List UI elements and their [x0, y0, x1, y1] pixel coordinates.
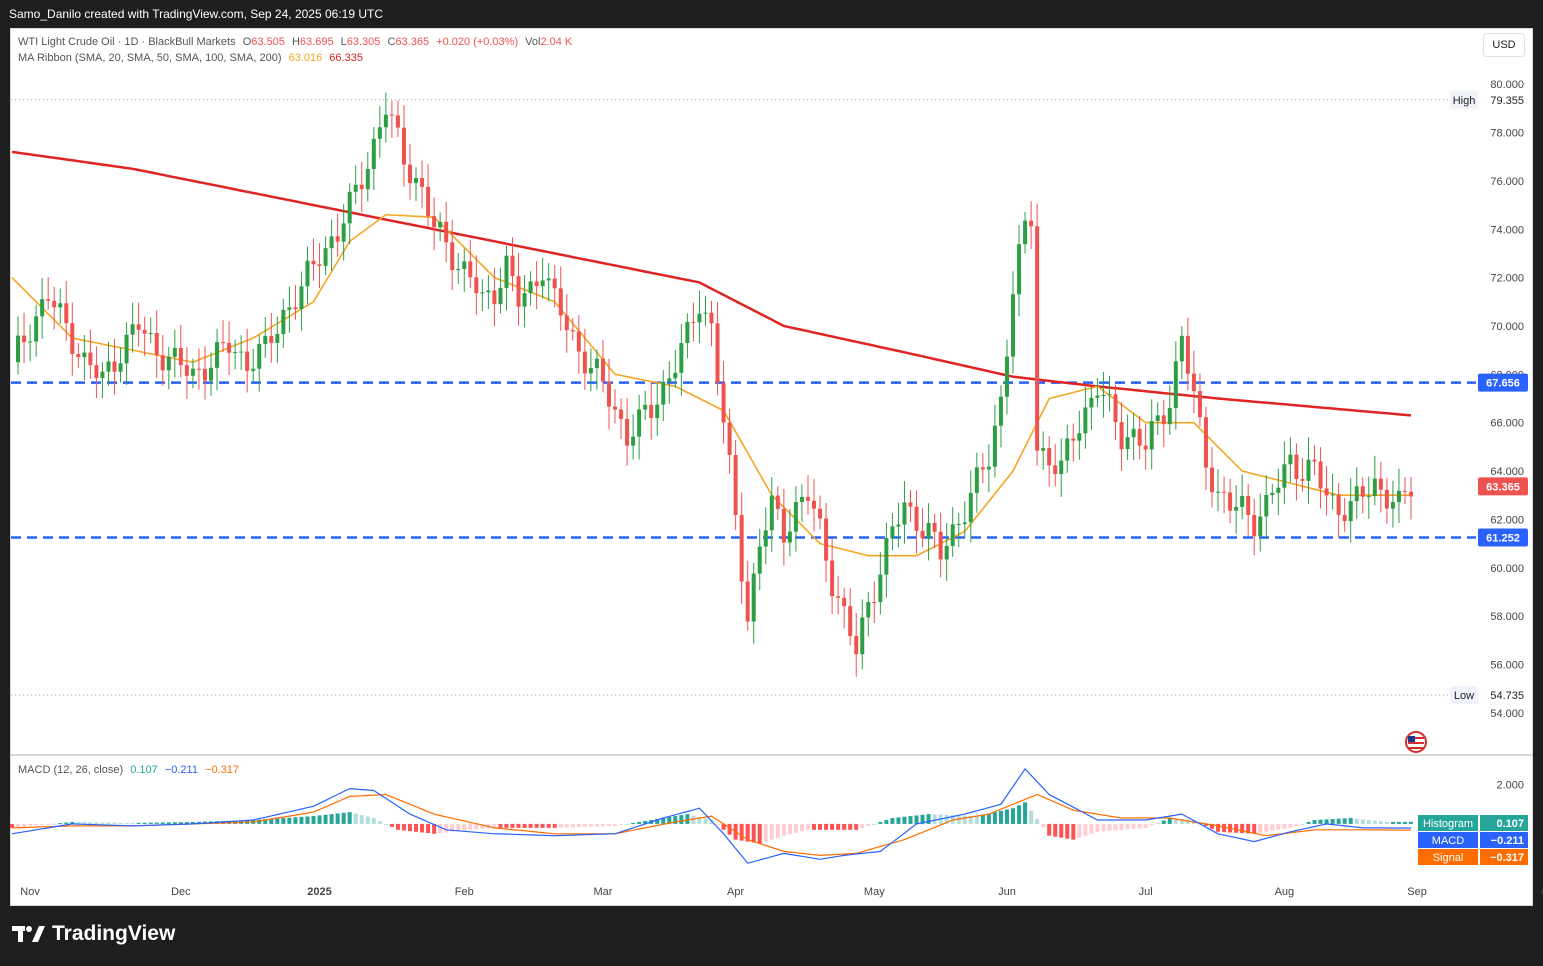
macd-value-2: −0.211	[164, 764, 198, 776]
low-label: L	[340, 36, 347, 48]
symbol-title[interactable]: WTI Light Crude Oil · 1D · BlackBull Mar…	[18, 36, 236, 48]
ma-value-1: 63.016	[288, 52, 323, 64]
chart-credit: Samo_Danilo created with TradingView.com…	[0, 0, 1543, 28]
chart-frame: WTI Light Crude Oil · 1D · BlackBull Mar…	[10, 28, 1533, 906]
close-value: 63.365	[395, 36, 430, 48]
volume-value: 2.04 K	[540, 36, 573, 48]
ma-ribbon-label[interactable]: MA Ribbon (SMA, 20, SMA, 50, SMA, 100, S…	[18, 52, 282, 64]
high-label: H	[291, 36, 300, 48]
currency-button[interactable]: USD	[1483, 33, 1525, 57]
brand-name: TradingView	[52, 922, 176, 945]
open-value: 63.505	[251, 36, 285, 48]
macd-value-1: 0.107	[130, 764, 158, 776]
macd-legend: MACD (12, 26, close) 0.107 −0.211 −0.317	[18, 764, 243, 776]
open-label: O	[242, 36, 252, 48]
macd-indicator-label[interactable]: MACD (12, 26, close)	[18, 764, 124, 776]
low-value: 63.305	[346, 36, 381, 48]
tradingview-logo-icon	[12, 926, 45, 942]
price-legend: WTI Light Crude Oil · 1D · BlackBull Mar…	[18, 36, 576, 48]
macd-value-3: −0.317	[205, 764, 239, 776]
ma-legend: MA Ribbon (SMA, 20, SMA, 50, SMA, 100, S…	[18, 52, 367, 64]
high-value: 63.695	[299, 36, 334, 48]
close-label: C	[387, 36, 396, 48]
change-value: +0.020 (+0.03%)	[436, 36, 519, 48]
volume-label: Vol	[525, 36, 541, 48]
ma-value-2: 66.335	[329, 52, 363, 64]
tradingview-brand[interactable]: TradingView	[12, 922, 175, 946]
